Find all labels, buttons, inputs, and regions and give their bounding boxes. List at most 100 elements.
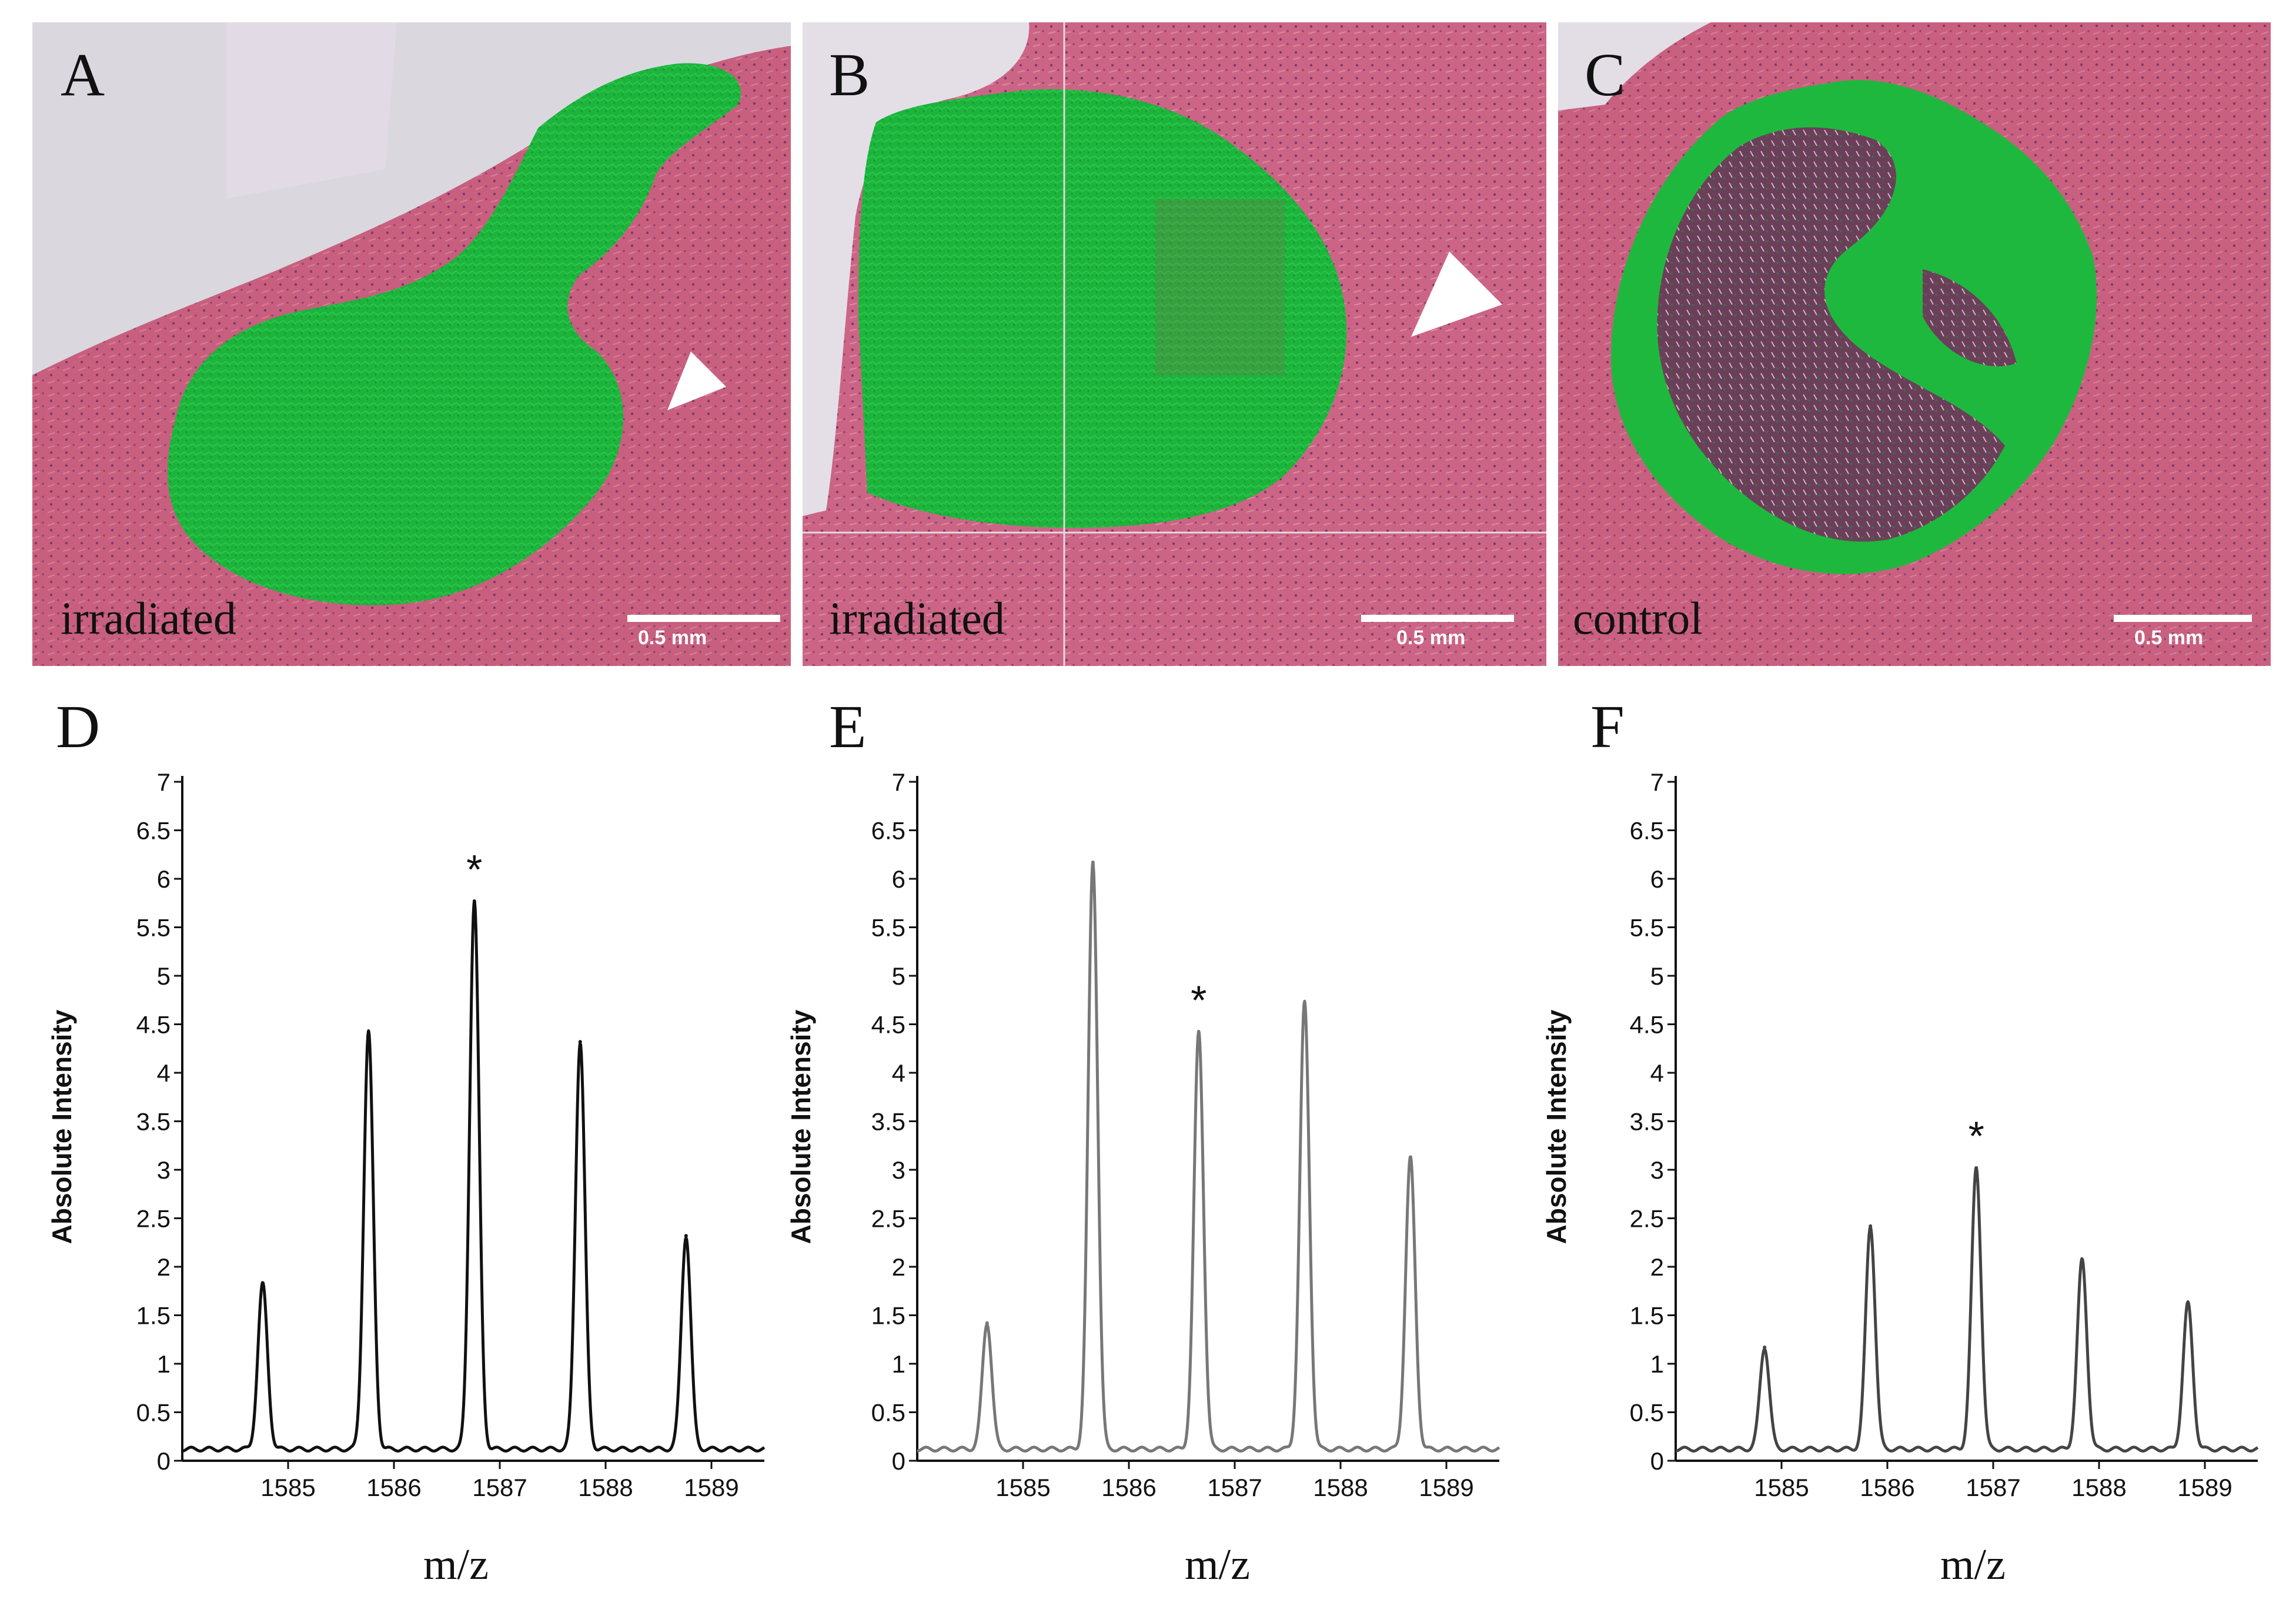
y-tick-label: 6.5 [1630,817,1664,845]
condition-label: irradiated [61,593,236,644]
y-tick-label: 5.5 [871,914,905,942]
y-tick-label: 1 [1650,1350,1664,1378]
y-tick-label: 6 [157,865,171,893]
y-tick-label: 0 [1650,1447,1664,1475]
peak-point [260,1282,265,1286]
x-tick-label: 1589 [1419,1474,1473,1501]
x-tick-label: 1588 [2071,1474,2126,1501]
y-tick-label: 0 [157,1447,171,1475]
condition-label: irradiated [829,593,1005,644]
y-tick-label: 2.5 [1630,1205,1664,1233]
tissue-image-c [1558,22,2271,666]
peak-point [1091,860,1095,864]
x-tick-label: 1587 [1966,1474,2020,1501]
y-tick-label: 2 [1650,1253,1664,1281]
y-tick-label: 5 [157,962,171,990]
tissue-image-a [32,22,791,666]
peak-point [1197,1030,1201,1034]
x-axis-label: m/z [423,1541,489,1589]
peak-point [1763,1345,1767,1349]
spectrum-chart-e: 0 0.5 1 1.5 2 2.5 3 3.5 4 4.5 5 5.5 6 6.5 7 1585 1586 158… [871,768,1500,1501]
peak-point [2080,1258,2084,1262]
y-tick-label: 1.5 [871,1302,905,1330]
spectrum-chart-f: 0 0.5 1 1.5 2 2.5 3 3.5 4 4.5 5 5.5 6 6.5 7 1585 1586 158… [1630,768,2259,1501]
spectrum-line [916,862,1500,1453]
x-axis-label: m/z [1940,1541,2006,1589]
chart-letter-e: E [829,693,867,761]
x-tick-label: 1587 [1207,1474,1262,1501]
x-tick-label: 1586 [366,1474,421,1501]
peak-point [1974,1166,1978,1170]
y-tick-label: 4.5 [1630,1011,1664,1039]
condition-label: control [1573,593,1703,644]
y-tick-label: 1 [892,1350,905,1378]
y-tick-label: 6.5 [871,817,905,845]
y-tick-label: 0.5 [136,1399,171,1427]
x-tick-label: 1585 [995,1474,1050,1501]
panel-letter: A [61,41,105,109]
peak-star-marker: * [1191,978,1207,1023]
x-tick-label: 1585 [1754,1474,1809,1501]
y-tick-label: 6 [1650,865,1664,893]
x-tick-label: 1588 [1313,1474,1368,1501]
y-tick-label: 3.5 [1630,1108,1664,1136]
peak-point [1869,1224,1873,1228]
y-tick-label: 4 [157,1059,171,1087]
y-tick-label: 5 [1650,962,1664,990]
y-tick-label: 2.5 [871,1205,905,1233]
chart-letter-d: D [56,693,101,761]
y-tick-label: 3 [1650,1156,1664,1184]
y-tick-label: 6.5 [136,817,171,845]
peak-point [985,1321,989,1325]
chart-letter-f: F [1590,693,1625,761]
peak-point [684,1234,688,1238]
y-tick-label: 6 [892,865,905,893]
y-tick-label: 2 [892,1253,905,1281]
histology-panel-a: A irradiated 0.5 mm [32,22,791,666]
y-tick-label: 4.5 [136,1011,171,1039]
y-axis-label: Absolute Intensity [786,1009,816,1244]
scale-bar-label: 0.5 mm [638,627,707,649]
y-tick-label: 5.5 [1630,914,1664,942]
y-tick-label: 7 [892,768,905,796]
y-tick-label: 7 [1650,768,1664,796]
x-tick-label: 1586 [1101,1474,1156,1501]
peak-star-marker: * [466,846,482,892]
scale-bar [2114,615,2252,622]
tissue-image-b [803,22,1546,666]
peak-point [366,1030,370,1034]
y-tick-label: 2 [157,1253,171,1281]
peak-star-marker: * [1969,1113,1984,1159]
peak-point [1408,1156,1412,1160]
scale-bar-label: 0.5 mm [1396,627,1466,649]
y-axis-label: Absolute Intensity [1541,1009,1572,1244]
y-tick-label: 1.5 [136,1302,171,1330]
x-tick-label: 1589 [684,1474,738,1501]
y-tick-label: 2.5 [136,1205,171,1233]
y-tick-label: 3.5 [871,1108,905,1136]
spectrum-line [181,900,766,1453]
x-tick-label: 1586 [1860,1474,1914,1501]
y-tick-label: 4.5 [871,1011,905,1039]
histology-panel-c: C control 0.5 mm [1558,22,2271,666]
x-tick-label: 1587 [472,1474,527,1501]
panel-letter: C [1585,41,1626,109]
y-tick-label: 3.5 [136,1108,171,1136]
y-tick-label: 5.5 [136,914,171,942]
peak-point [472,899,476,903]
x-tick-label: 1585 [260,1474,315,1501]
y-tick-label: 5 [892,962,905,990]
panel-letter: B [829,41,870,109]
spectrum-chart-d: 0 0.5 1 1.5 2 2.5 3 3.5 4 4.5 5 5.5 6 6.5 7 1585 1586 158… [136,768,766,1501]
histology-panel-b: B irradiated 0.5 mm [803,22,1546,666]
y-tick-label: 4 [1650,1059,1664,1087]
peak-point [1302,1001,1306,1005]
spectrum-line [1675,1166,2259,1453]
y-tick-label: 0.5 [871,1399,905,1427]
y-tick-label: 4 [892,1059,905,1087]
y-tick-label: 7 [157,768,171,796]
y-tick-label: 1.5 [1630,1302,1664,1330]
y-axis-label: Absolute Intensity [46,1009,77,1244]
peak-point [2186,1301,2190,1306]
x-axis-label: m/z [1185,1541,1250,1589]
